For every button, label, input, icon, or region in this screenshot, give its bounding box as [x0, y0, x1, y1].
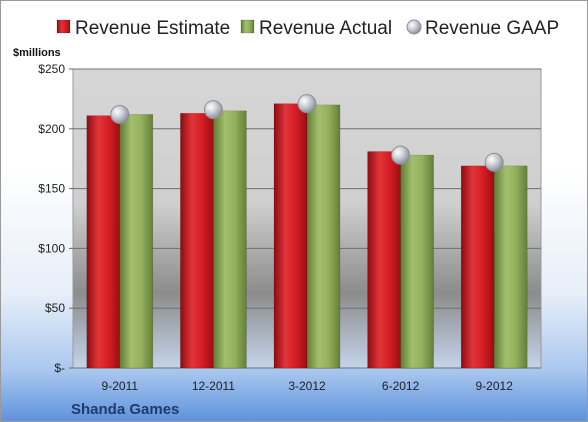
legend-label: Revenue Estimate [75, 18, 230, 39]
legend-swatch [406, 19, 422, 35]
marker-revenue-gaap [203, 100, 223, 120]
y-tick-label: $150 [38, 182, 65, 196]
bar-revenue-estimate [460, 165, 495, 369]
x-tick-label: 12-2011 [192, 379, 235, 393]
chart-legend: Revenue Estimate Revenue Actual Revenue GA… [56, 18, 559, 39]
bar-revenue-estimate [367, 151, 401, 369]
company-label: Shanda Games [71, 401, 179, 418]
bar-revenue-estimate [180, 113, 214, 369]
gaap-markers [110, 94, 504, 172]
legend-swatch [56, 19, 71, 34]
bar-revenue-actual [213, 110, 247, 369]
y-tick-label: $- [54, 361, 65, 375]
legend-label: Revenue GAAP [425, 18, 559, 39]
bar-revenue-estimate [86, 115, 121, 369]
y-tick-label: $250 [38, 62, 65, 76]
bar-revenue-actual [400, 154, 434, 369]
x-axis-ticks: 9-2011 12-2011 3-2012 6-2012 9-2012 [102, 379, 514, 393]
y-tick-label: $200 [38, 122, 65, 136]
y-axis-unit-label: $millions [13, 47, 61, 59]
bar-revenue-estimate [273, 103, 308, 369]
bar-revenue-actual [119, 114, 154, 369]
legend-swatch [240, 19, 255, 34]
marker-revenue-gaap [110, 104, 130, 124]
marker-revenue-gaap [391, 145, 411, 165]
y-tick-label: $100 [38, 241, 65, 255]
x-tick-label: 9-2012 [476, 379, 514, 393]
legend-label: Revenue Actual [259, 18, 392, 39]
bar-revenue-actual [493, 165, 528, 369]
x-tick-label: 6-2012 [382, 379, 420, 393]
x-tick-label: 9-2011 [102, 379, 139, 393]
y-axis-ticks: $- $50 $100 $150 $200 $250 [38, 62, 73, 375]
bar-revenue-actual [306, 104, 341, 369]
x-tick-label: 3-2012 [288, 379, 326, 393]
marker-revenue-gaap [297, 94, 317, 114]
bars [86, 103, 528, 369]
marker-revenue-gaap [484, 152, 504, 172]
y-tick-label: $50 [45, 301, 65, 315]
